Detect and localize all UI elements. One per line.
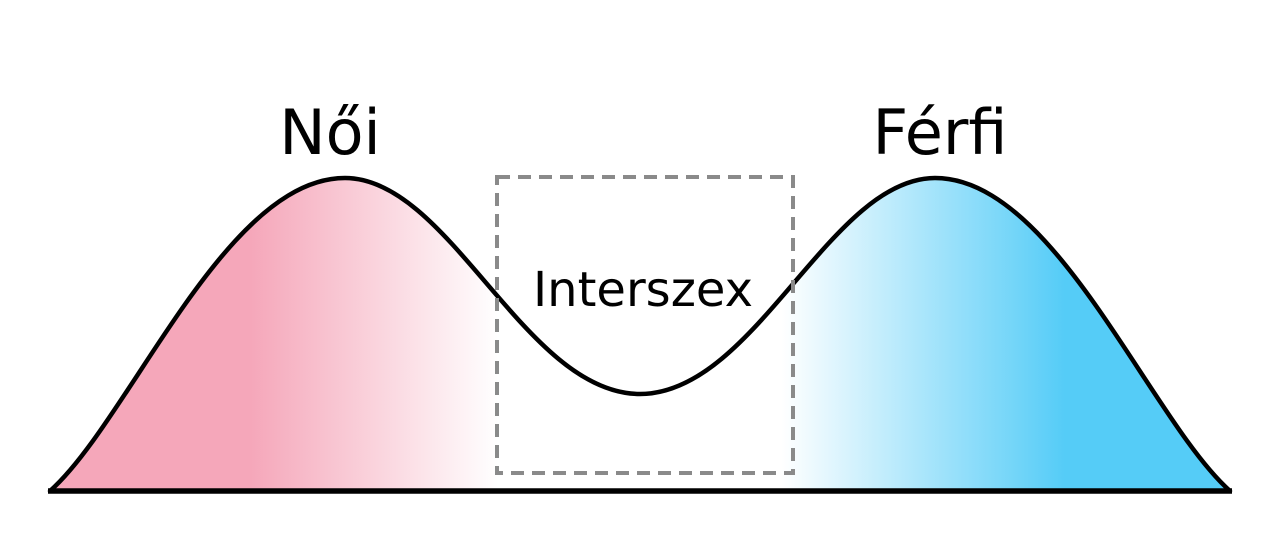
intersex-dashed-box xyxy=(495,175,795,475)
label-male: Férfi xyxy=(873,96,1008,169)
label-female: Női xyxy=(279,96,381,169)
distribution-area-fill xyxy=(50,178,1230,491)
label-intersex: Interszex xyxy=(533,262,753,318)
distribution-curve-outline xyxy=(47,175,1233,494)
